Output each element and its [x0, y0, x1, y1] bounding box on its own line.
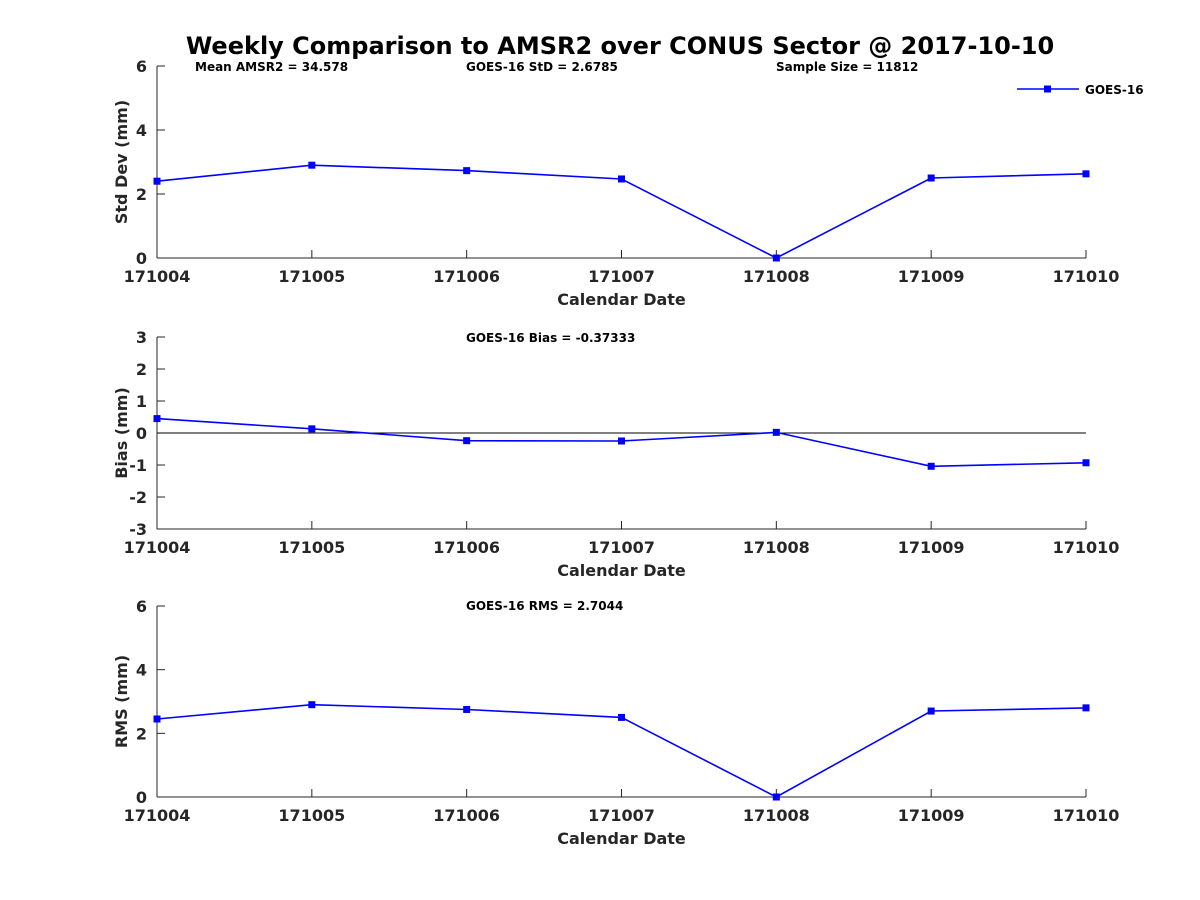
x-tick-label: 171007	[588, 538, 655, 557]
data-point	[1082, 170, 1090, 178]
annotation-bias: GOES-16 Bias = -0.37333	[466, 331, 635, 345]
x-tick-label: 171008	[743, 806, 810, 825]
y-tick-label: 2	[136, 724, 147, 743]
y-tick-label: -1	[129, 456, 147, 475]
x-tick-label: 171004	[124, 806, 191, 825]
data-point	[308, 425, 316, 433]
y-axis-label: RMS (mm)	[112, 655, 131, 748]
y-tick-label: 1	[136, 392, 147, 411]
y-tick-label: 4	[136, 121, 147, 140]
legend: GOES-16	[1017, 83, 1144, 97]
y-tick-label: 2	[136, 360, 147, 379]
x-tick-label: 171010	[1053, 267, 1120, 286]
legend-label: GOES-16	[1085, 83, 1144, 97]
x-tick-label: 171006	[433, 267, 500, 286]
y-tick-label: 4	[136, 661, 147, 680]
y-axis-label: Bias (mm)	[112, 387, 131, 479]
y-tick-label: 2	[136, 185, 147, 204]
data-point	[927, 174, 935, 182]
x-tick-label: 171006	[433, 538, 500, 557]
annotation-sample-size: Sample Size = 11812	[776, 60, 918, 74]
x-tick-label: 171009	[898, 267, 965, 286]
data-point	[153, 715, 161, 723]
data-point	[1082, 459, 1090, 467]
data-point	[463, 167, 471, 175]
x-axis-label: Calendar Date	[557, 561, 686, 580]
y-tick-label: -3	[129, 520, 147, 539]
x-tick-label: 171008	[743, 538, 810, 557]
x-tick-label: 171005	[278, 538, 345, 557]
x-axis-label: Calendar Date	[557, 829, 686, 848]
x-tick-label: 171007	[588, 806, 655, 825]
x-tick-label: 171005	[278, 267, 345, 286]
annotation-rms: GOES-16 RMS = 2.7044	[466, 599, 623, 613]
x-tick-label: 171010	[1053, 538, 1120, 557]
annotation-std: GOES-16 StD = 2.6785	[466, 60, 618, 74]
data-point	[1082, 704, 1090, 712]
rms-panel: GOES-16 RMS = 2.7044 0 2 4 6 171004 171005 171…	[112, 597, 1119, 848]
x-tick-label: 171004	[124, 538, 191, 557]
data-point	[153, 415, 161, 423]
y-tick-label: 3	[136, 328, 147, 347]
data-point	[463, 437, 471, 445]
stddev-panel: Mean AMSR2 = 34.578 GOES-16 StD = 2.6785…	[112, 57, 1144, 309]
x-tick-label: 171009	[898, 538, 965, 557]
y-tick-label: -2	[129, 488, 147, 507]
legend-marker	[1044, 85, 1051, 93]
data-point	[463, 705, 471, 713]
x-tick-label: 171010	[1053, 806, 1120, 825]
data-point	[308, 701, 316, 709]
data-point	[153, 177, 161, 185]
y-tick-label: 0	[136, 249, 147, 268]
data-point	[927, 462, 935, 470]
y-tick-label: 6	[136, 57, 147, 76]
chart-title: Weekly Comparison to AMSR2 over CONUS Se…	[186, 32, 1054, 60]
data-point	[772, 428, 780, 436]
x-tick-label: 171008	[743, 267, 810, 286]
annotation-mean-amsr2: Mean AMSR2 = 34.578	[195, 60, 348, 74]
data-point	[772, 793, 780, 801]
x-tick-label: 171009	[898, 806, 965, 825]
x-tick-label: 171004	[124, 267, 191, 286]
data-point	[308, 161, 316, 169]
data-point	[927, 707, 935, 715]
x-axis-label: Calendar Date	[557, 290, 686, 309]
data-point	[618, 713, 625, 721]
x-tick-label: 171007	[588, 267, 655, 286]
y-axis-label: Std Dev (mm)	[112, 100, 131, 224]
y-tick-label: 6	[136, 597, 147, 616]
data-point	[618, 175, 625, 183]
x-tick-label: 171005	[278, 806, 345, 825]
data-point	[772, 254, 780, 262]
y-tick-label: 0	[136, 424, 147, 443]
data-point	[618, 437, 625, 445]
x-tick-label: 171006	[433, 806, 500, 825]
bias-panel: GOES-16 Bias = -0.37333 -3 -2 -1 0 1 2 3 171004…	[112, 328, 1119, 580]
y-tick-label: 0	[136, 788, 147, 807]
